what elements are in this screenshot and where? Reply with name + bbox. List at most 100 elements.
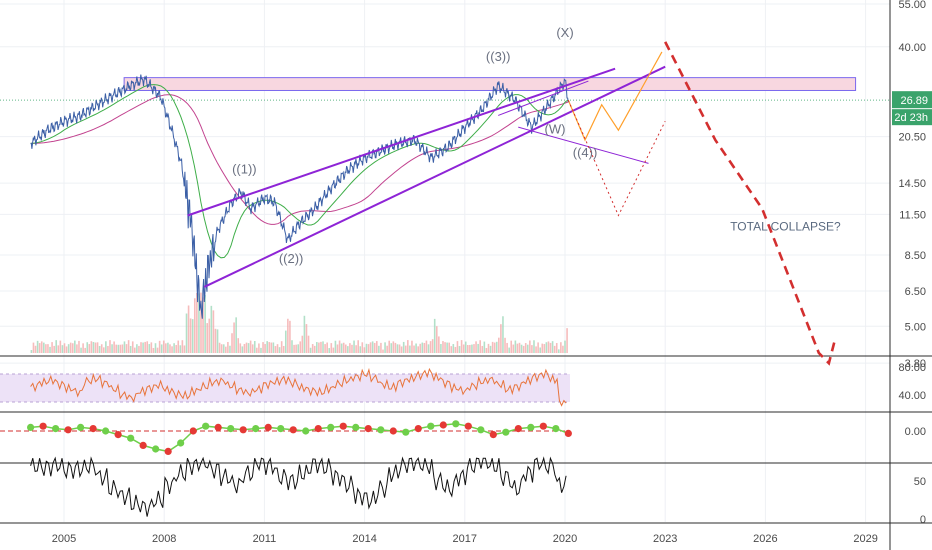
momentum-dot[interactable] <box>89 425 97 433</box>
volume-bar <box>396 344 399 353</box>
moving-average-long[interactable] <box>30 94 569 225</box>
volume-bar <box>367 344 370 353</box>
price-line[interactable] <box>30 74 569 319</box>
momentum-dot[interactable] <box>564 429 572 437</box>
volume-bar <box>258 343 260 353</box>
momentum-dot[interactable] <box>552 425 560 433</box>
momentum-dot[interactable] <box>314 425 322 433</box>
volume-bar <box>268 342 271 353</box>
momentum-dot[interactable] <box>177 439 185 447</box>
momentum-dot[interactable] <box>402 428 410 436</box>
resistance-zone[interactable] <box>123 77 857 91</box>
momentum-dot[interactable] <box>277 425 285 433</box>
volume-bar <box>462 344 465 353</box>
projection-path-dotted[interactable] <box>567 100 666 217</box>
projection-path-solid[interactable] <box>567 51 663 142</box>
momentum-pane[interactable] <box>0 420 572 455</box>
momentum-dot[interactable] <box>264 423 272 431</box>
momentum-dot[interactable] <box>489 431 497 439</box>
volume-bar <box>191 319 194 353</box>
volume-bar <box>464 341 467 353</box>
momentum-dot[interactable] <box>364 425 372 433</box>
rsi-line[interactable] <box>30 367 567 407</box>
volume-bar <box>82 343 84 353</box>
volume-bar <box>353 340 355 353</box>
collapse-projection-arrow[interactable] <box>664 41 837 366</box>
volume-bar <box>181 340 184 353</box>
momentum-dot[interactable] <box>164 447 172 455</box>
volume-bar <box>53 345 55 353</box>
momentum-dot[interactable] <box>414 425 422 433</box>
volume-bar <box>173 343 175 353</box>
momentum-dot[interactable] <box>327 423 335 431</box>
volume-bar <box>245 342 248 353</box>
momentum-dot[interactable] <box>477 426 485 434</box>
volume-bar <box>32 342 35 353</box>
stochastic-line[interactable] <box>30 456 567 517</box>
momentum-dot[interactable] <box>527 423 535 431</box>
momentum-dot[interactable] <box>227 425 235 433</box>
momentum-dot[interactable] <box>64 426 72 434</box>
trendline[interactable] <box>203 65 666 288</box>
volume-bar <box>557 349 560 353</box>
axes-layer: 55.00 40.00 20.50 14.50 11.50 8.50 6.50 5.00 3.8… <box>52 0 932 545</box>
volume-bar <box>102 347 105 353</box>
volume-bar <box>444 342 446 353</box>
momentum-dot[interactable] <box>514 425 522 433</box>
volume-bar <box>479 340 482 353</box>
volume-bar <box>187 305 190 353</box>
price-tick-label: 14.50 <box>898 178 926 190</box>
momentum-dot[interactable] <box>52 425 60 433</box>
momentum-dot[interactable] <box>114 431 122 439</box>
volume-bar <box>119 344 122 353</box>
momentum-dot[interactable] <box>439 421 447 429</box>
time-tick-label: 2023 <box>653 533 677 545</box>
momentum-dot[interactable] <box>139 441 147 449</box>
momentum-line[interactable] <box>30 423 569 453</box>
volume-bar <box>551 341 554 353</box>
momentum-dot[interactable] <box>464 422 472 430</box>
volume-bar <box>429 341 432 353</box>
momentum-dot[interactable] <box>539 422 547 430</box>
volume-bar <box>142 342 144 353</box>
stochastic-pane[interactable] <box>30 456 567 517</box>
moving-average-short[interactable] <box>30 84 569 259</box>
momentum-dot[interactable] <box>427 422 435 430</box>
trendline[interactable] <box>518 126 649 164</box>
volume-bar <box>539 347 541 353</box>
volume-bar <box>105 341 107 353</box>
main-pane[interactable] <box>0 41 890 366</box>
volume-bar <box>471 344 473 353</box>
rsi-pane[interactable] <box>0 367 571 407</box>
momentum-dot[interactable] <box>502 428 510 436</box>
momentum-dot[interactable] <box>339 422 347 430</box>
momentum-dot[interactable] <box>389 427 397 435</box>
volume-bar <box>487 343 490 353</box>
momentum-dot[interactable] <box>352 423 360 431</box>
momentum-dot[interactable] <box>302 427 310 435</box>
volume-bar <box>69 342 72 353</box>
momentum-dot[interactable] <box>452 420 460 428</box>
volume-bar <box>160 344 163 353</box>
volume-bar <box>421 342 424 353</box>
momentum-dot[interactable] <box>77 423 85 431</box>
momentum-dot[interactable] <box>102 427 110 435</box>
momentum-dot[interactable] <box>239 426 247 434</box>
volume-bar <box>152 347 155 353</box>
momentum-dot[interactable] <box>39 422 47 430</box>
volume-bar <box>400 346 403 353</box>
momentum-dot[interactable] <box>377 426 385 434</box>
rsi-tick-label: 40.00 <box>898 390 926 402</box>
momentum-dot[interactable] <box>289 426 297 434</box>
momentum-dot[interactable] <box>252 425 260 433</box>
countdown-label: 2d 23h <box>894 112 928 124</box>
momentum-dot[interactable] <box>202 422 210 430</box>
momentum-dot[interactable] <box>152 445 160 453</box>
momentum-dot[interactable] <box>27 423 35 431</box>
momentum-dot[interactable] <box>127 434 135 442</box>
trendline[interactable] <box>498 80 589 116</box>
momentum-dot[interactable] <box>189 427 197 435</box>
momentum-dot[interactable] <box>214 423 222 431</box>
trendline[interactable] <box>187 67 616 217</box>
